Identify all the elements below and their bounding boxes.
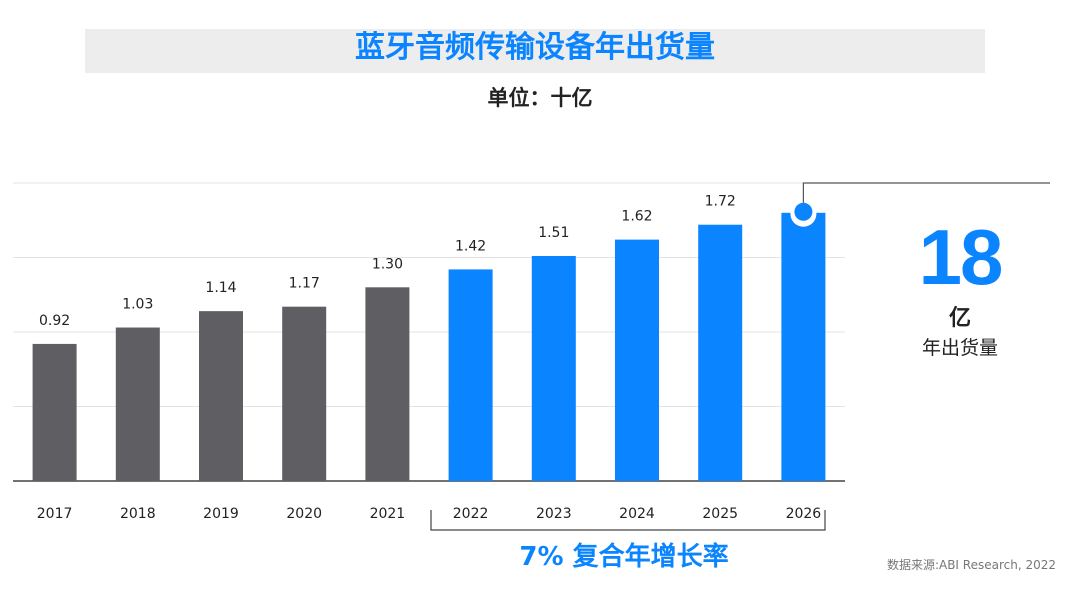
data-label: 1.03 bbox=[122, 297, 153, 313]
title-band bbox=[85, 29, 985, 73]
bar-2021 bbox=[365, 287, 410, 481]
chart-subtitle: 单位：十亿 bbox=[487, 86, 593, 110]
chart-title: 蓝牙音频传输设备年出货量 bbox=[355, 30, 715, 65]
data-label: 1.72 bbox=[705, 194, 736, 210]
cagr-annotation: 7% 复合年增长率 bbox=[519, 542, 729, 572]
bar-2026 bbox=[781, 212, 826, 482]
x-tick-label: 2025 bbox=[702, 506, 738, 522]
data-label: 1.17 bbox=[289, 276, 320, 292]
bar-2025 bbox=[698, 224, 743, 481]
callout-value: 18 bbox=[918, 213, 1004, 301]
x-tick-label: 2022 bbox=[453, 506, 489, 522]
data-label: 0.92 bbox=[39, 313, 70, 329]
x-tick-label: 2026 bbox=[786, 506, 822, 522]
callout-leader-line bbox=[802, 182, 1050, 203]
x-tick-label: 2020 bbox=[286, 506, 322, 522]
data-label: 1.14 bbox=[205, 280, 236, 296]
x-tick-label: 2019 bbox=[203, 506, 239, 522]
forecast-bracket bbox=[430, 510, 826, 531]
bar-2024 bbox=[615, 239, 659, 481]
data-label: 1.30 bbox=[372, 256, 403, 272]
x-tick-label: 2021 bbox=[370, 506, 406, 522]
bar-2018 bbox=[115, 327, 160, 481]
marker-dot bbox=[794, 202, 813, 221]
x-tick-label: 2017 bbox=[37, 506, 73, 522]
x-tick-label: 2023 bbox=[536, 506, 572, 522]
x-tick-label: 2024 bbox=[619, 506, 655, 522]
bar-2022 bbox=[448, 269, 493, 481]
source-note: 数据来源:ABI Research, 2022 bbox=[886, 558, 1056, 572]
x-tick-label: 2018 bbox=[120, 506, 156, 522]
data-label: 1.51 bbox=[538, 225, 569, 241]
data-label: 1.62 bbox=[621, 209, 652, 225]
bar-2023 bbox=[531, 256, 576, 481]
bar-2019 bbox=[199, 311, 243, 481]
bar-2017 bbox=[32, 343, 77, 481]
callout-unit: 亿 bbox=[948, 306, 971, 331]
callout-label: 年出货量 bbox=[921, 337, 998, 359]
data-label: 1.42 bbox=[455, 238, 486, 254]
bar-2020 bbox=[282, 306, 327, 481]
